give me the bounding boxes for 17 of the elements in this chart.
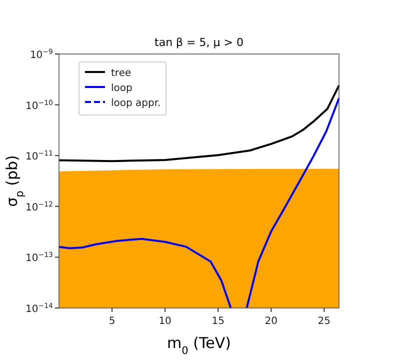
y-tick-label: 10$^{−14}$ — [25, 302, 54, 315]
y-tick-label: 10$^{−13}$ — [25, 251, 53, 264]
x-tick-label: 25 — [318, 316, 331, 327]
legend-label: loop appr. — [111, 98, 161, 109]
x-tick-label: 15 — [212, 316, 224, 327]
line-series — [58, 84, 340, 162]
y-tick-label: 10$^{−9}$ — [30, 48, 53, 61]
x-tick-label: 5 — [108, 316, 116, 327]
y-tick-label: 10$^{−10}$ — [25, 98, 53, 112]
y-tick-label: 10$^{−11}$ — [25, 150, 53, 163]
legend-label: tree — [111, 68, 132, 79]
y-tick-label: 10$^{−12}$ — [25, 200, 53, 214]
x-tick-label: 20 — [264, 316, 278, 327]
chart-title: tan β = 5, μ > 0 — [154, 36, 244, 49]
x-tick-label: 10 — [158, 316, 172, 327]
legend-label: loop — [111, 83, 132, 94]
x-axis-title: m$_{0}$ (TeV) — [167, 334, 231, 357]
